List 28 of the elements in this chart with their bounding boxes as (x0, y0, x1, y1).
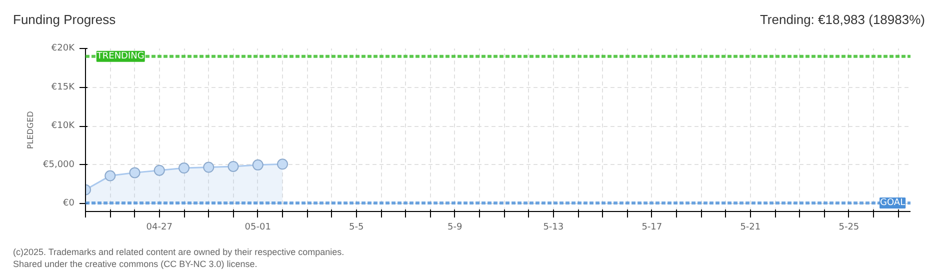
x-tick-label: 5-25 (838, 222, 860, 232)
ref-line-label: GOAL (880, 198, 906, 208)
x-tick-label: 5-21 (740, 222, 761, 232)
x-tick-label: 5-17 (642, 222, 662, 232)
x-tick-label: 5-9 (448, 222, 463, 232)
point (228, 160, 239, 172)
text: Shared under the creative commons (CC BY-NC 3.0) license. (13, 259, 258, 269)
text: (c)2025. Trademarks and related content are owned by their respective companies. (13, 247, 344, 257)
chart-title: Funding Progress (13, 11, 116, 29)
x-tick-label: 5-13 (543, 222, 564, 232)
y-tick-label: €15K (51, 82, 76, 92)
point (154, 164, 165, 176)
point (104, 170, 116, 182)
y-tick-label: €10K (51, 121, 76, 132)
ref-line-label: TRENDING (96, 51, 144, 62)
y-tick-label: €0 (63, 198, 75, 209)
point (203, 162, 214, 173)
y-tick-label: €5,000 (43, 160, 75, 170)
y-axis-title: PLEDGED (26, 111, 36, 149)
x-tick-label: 04-27 (146, 222, 172, 232)
point (129, 167, 140, 178)
point (277, 158, 288, 170)
point (252, 159, 264, 170)
x-tick-label: 5-5 (349, 222, 364, 232)
x-tick-label: 05-01 (244, 222, 271, 232)
y-tick-label: €20K (51, 44, 76, 54)
point (178, 162, 190, 174)
chart-subtitle: Trending: €18,983 (18983%) (760, 11, 925, 29)
